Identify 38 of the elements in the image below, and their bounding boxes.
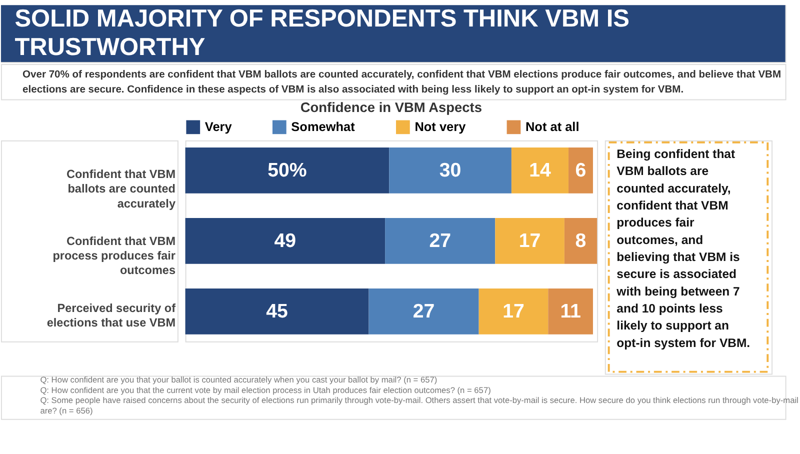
legend-label: Somewhat xyxy=(291,119,356,134)
bar xyxy=(564,218,598,264)
legend-label: Not at all xyxy=(525,119,580,134)
bar xyxy=(511,147,569,194)
text: Being confident that VBM ballots are counted accurately, confident that VBM produces fair outcomes, and believing that VBM is secure is associated with being between 7 and 10 points less likely to support an opt-in system for VBM. xyxy=(616,147,750,350)
text: Q: Some people have raised concerns about the security of elections run primarily through vote-by-mail. Others assert that vote-by-mail is secure. How secure do you think elections run through vote-by-mail are? (n = 656) xyxy=(40,395,799,416)
bar xyxy=(478,288,548,334)
data-label: 45 xyxy=(266,300,288,322)
y-tick-label: Perceived security of elections that use VBM xyxy=(46,302,176,330)
chart-title: SOLID MAJORITY OF RESPONDENTS THINK VBM IS TRUSTWORTHY xyxy=(14,6,630,62)
chart-subtitle: Over 70% of respondents are confident that VBM ballots are counted accurately, confident that VBM elections produce fair outcomes, and believe that VBM elections are secure. Confidence in these aspects of VBM is also associated with being less likely to support an opt-in system for VBM. xyxy=(22,70,782,96)
bar xyxy=(185,147,390,194)
data-label: 50% xyxy=(268,159,307,182)
y-tick-label: Confident that VBM ballots are counted accurately xyxy=(66,168,176,210)
bar xyxy=(389,147,512,194)
legend-label: Very xyxy=(204,119,233,134)
data-label: 14 xyxy=(529,159,551,182)
bar xyxy=(568,147,593,194)
data-label: 30 xyxy=(439,159,462,182)
data-label: 17 xyxy=(518,230,541,252)
data-label: 6 xyxy=(575,159,586,182)
bar xyxy=(185,218,386,264)
bar xyxy=(548,288,593,334)
data-label: 49 xyxy=(274,230,296,252)
bar xyxy=(185,288,369,334)
data-label: 27 xyxy=(412,300,435,322)
text: Q: How confident are you that the current vote by mail election process in Utah produces fair election outcomes? (n = 657) xyxy=(40,384,492,395)
legend-label: Not very xyxy=(414,119,467,134)
data-label: 17 xyxy=(502,300,524,322)
bar xyxy=(495,218,564,264)
bar xyxy=(368,288,479,334)
bar xyxy=(385,218,496,264)
data-label: 8 xyxy=(575,230,586,252)
y-tick-label: Confident that VBM process produces fair outcomes xyxy=(52,234,176,278)
data-label: 11 xyxy=(560,300,582,322)
x-axis-title: Confidence in VBM Aspects xyxy=(300,100,482,115)
data-label: 27 xyxy=(429,230,452,252)
text: Q: How confident are you that your ballot is counted accurately when you cast your ballot by mail? (n = 657) xyxy=(40,374,438,385)
